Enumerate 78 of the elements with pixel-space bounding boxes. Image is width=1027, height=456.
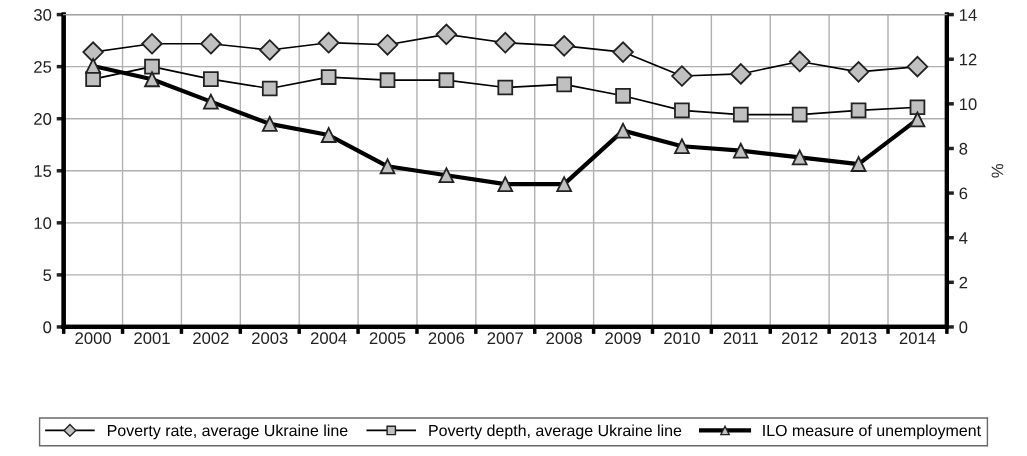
point <box>85 58 101 74</box>
x-tick-label: 2002 <box>193 332 229 345</box>
point <box>261 80 278 97</box>
point <box>438 167 455 184</box>
point <box>379 158 396 175</box>
x-tick-label: 2004 <box>310 332 347 345</box>
point <box>261 116 278 132</box>
y-tick-label: 20 <box>34 113 52 125</box>
point <box>203 71 219 87</box>
point <box>320 69 337 85</box>
point <box>671 65 693 87</box>
y2-tick-label: 12 <box>959 53 977 66</box>
point <box>259 39 281 61</box>
point <box>791 106 808 123</box>
x-tick-label: 2010 <box>664 332 700 345</box>
y-tick-label: 25 <box>34 61 52 73</box>
x-tick-label: 2007 <box>487 332 523 345</box>
y-tick-label: 0 <box>43 321 52 334</box>
point <box>730 63 752 85</box>
x-tick-label: 2001 <box>134 332 170 345</box>
point <box>376 34 399 56</box>
y2-tick-label: 6 <box>959 187 968 200</box>
point <box>556 76 573 93</box>
y-tick-label: 30 <box>33 8 52 21</box>
point <box>497 176 514 193</box>
point <box>909 99 926 116</box>
point <box>320 127 337 143</box>
x-tick-label: 2012 <box>781 332 818 345</box>
point <box>144 71 160 88</box>
y2-tick-label: 2 <box>959 276 968 289</box>
legend-label: ILO measure of unemployment <box>763 424 981 440</box>
x-tick-label: 2008 <box>546 332 582 345</box>
point <box>732 106 749 123</box>
x-tick-label: 2014 <box>899 332 936 345</box>
y-tick-label: 5 <box>43 269 52 282</box>
point <box>556 176 573 193</box>
point <box>379 72 396 89</box>
point <box>200 33 222 55</box>
legend-label: Poverty depth, average Ukraine line <box>429 424 682 440</box>
legend-label: Poverty rate, average Ukraine line <box>107 424 348 440</box>
point <box>791 149 808 166</box>
point <box>144 58 160 75</box>
point <box>553 35 575 57</box>
y-tick-label: 15 <box>34 165 52 177</box>
point <box>615 122 631 139</box>
y2-tick-label: 8 <box>959 142 968 155</box>
point <box>317 31 340 54</box>
y2-tick-label: 4 <box>959 232 968 244</box>
y2-tick-label: 0 <box>959 321 968 334</box>
point <box>438 72 455 89</box>
point <box>674 138 690 155</box>
point <box>788 50 811 73</box>
x-tick-label: 2006 <box>428 332 465 345</box>
y-tick-label: 10 <box>34 217 52 230</box>
y2-axis-title: % <box>991 163 1004 178</box>
point <box>612 41 634 63</box>
point <box>732 142 749 159</box>
point <box>141 33 163 55</box>
point <box>847 61 870 83</box>
point <box>674 102 690 119</box>
point <box>615 87 631 104</box>
y2-tick-label: 10 <box>959 98 977 111</box>
point <box>906 55 929 78</box>
point <box>82 41 104 63</box>
point <box>494 31 517 54</box>
x-tick-label: 2003 <box>252 332 288 345</box>
x-tick-label: 2005 <box>369 332 406 345</box>
x-tick-label: 2013 <box>840 332 877 345</box>
x-tick-label: 2011 <box>723 332 758 345</box>
point <box>909 111 926 128</box>
point <box>497 79 514 96</box>
point <box>203 93 219 110</box>
x-tick-label: 2000 <box>75 332 111 345</box>
point <box>850 102 867 119</box>
point <box>850 156 867 172</box>
y2-tick-label: 14 <box>959 9 977 21</box>
x-tick-label: 2009 <box>605 332 641 345</box>
point <box>435 23 458 46</box>
